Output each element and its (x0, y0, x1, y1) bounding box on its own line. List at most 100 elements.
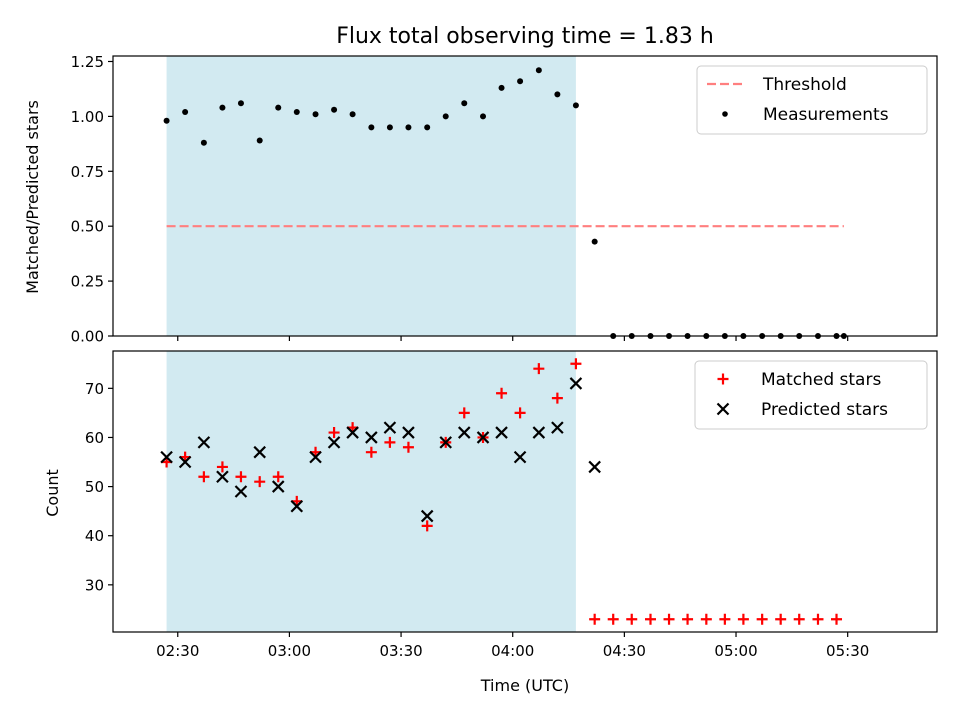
top-panel: 0.00 0.25 0.50 0.75 1.00 1.25 Threshold Measure… (71, 53, 938, 346)
measurement-point (480, 113, 487, 120)
measurement-point (498, 84, 505, 91)
predicted-star-point (495, 426, 508, 439)
matched-star-point (533, 363, 545, 375)
predicted-star-point (383, 421, 397, 434)
bottom-y-tick-label: 70 (85, 380, 104, 398)
matched-star-point (198, 471, 210, 483)
legend-label: Predicted stars (761, 400, 888, 420)
measurement-point (200, 139, 207, 146)
x-tick-label: 04:00 (491, 642, 534, 660)
matched-star-point (663, 613, 675, 625)
series-predicted-stars (160, 377, 601, 523)
top-y-tick-label: 0.25 (71, 273, 104, 291)
bottom-legend: Matched stars Predicted stars (694, 360, 928, 430)
measurement-point (163, 117, 170, 124)
bottom-axes-frame (112, 350, 938, 633)
top-y-tick-label: 0.00 (71, 328, 104, 346)
measurement-point (442, 113, 449, 120)
matched-star-point (551, 392, 563, 404)
bottom-y-tick-label: 50 (85, 478, 104, 496)
matched-star-point (365, 446, 377, 458)
measurement-point (572, 102, 579, 109)
matched-star-point (793, 613, 805, 625)
x-tick-label: 04:30 (603, 642, 646, 660)
plot-layer: 0.00 0.25 0.50 0.75 1.00 1.25 Threshold Measure… (71, 53, 938, 660)
x-tick-label: 02:30 (156, 642, 199, 660)
series-measurements (163, 67, 847, 339)
measurement-point (424, 124, 431, 131)
matched-star-point (719, 613, 731, 625)
series-matched-stars (161, 358, 843, 625)
top-y-tick-label: 1.00 (71, 108, 104, 126)
matched-star-point (216, 461, 228, 473)
x-tick-label: 05:00 (714, 642, 757, 660)
top-y-axis-label: Matched/Predicted stars (23, 100, 42, 294)
measurement-point (219, 104, 226, 111)
predicted-star-point (234, 485, 248, 498)
matched-star-point (775, 613, 787, 625)
predicted-star-point (290, 499, 304, 513)
matched-star-point (402, 441, 414, 453)
measurement-point (293, 109, 300, 115)
predicted-star-point (178, 455, 192, 469)
predicted-star-point (216, 470, 229, 484)
measurement-point (461, 100, 468, 107)
matched-star-point (272, 471, 284, 483)
matched-star-point (831, 613, 843, 625)
x-tick-label: 03:00 (268, 642, 311, 660)
legend-matched-swatch (717, 373, 729, 385)
bottom-shaded-region (166, 351, 576, 632)
measurement-point (237, 100, 244, 107)
measurement-point (554, 91, 561, 98)
predicted-star-point (327, 436, 341, 449)
predicted-star-point (346, 426, 359, 439)
matched-star-point (254, 476, 266, 488)
legend-predicted-swatch (716, 402, 730, 416)
predicted-star-point (588, 460, 601, 474)
measurement-point (256, 137, 263, 144)
matched-star-point (812, 613, 824, 625)
measurement-point (349, 111, 356, 118)
measurement-point (535, 67, 542, 74)
top-legend: Threshold Measurements (696, 65, 928, 135)
measurement-point (368, 124, 375, 131)
predicted-star-point (551, 421, 564, 434)
x-tick-label: 03:30 (379, 642, 422, 660)
predicted-star-point (253, 445, 266, 459)
bottom-legend-box (694, 360, 928, 430)
measurement-point (312, 111, 319, 118)
matched-star-point (589, 613, 601, 625)
x-tick-label: 05:30 (826, 642, 869, 660)
top-y-tick-label: 1.25 (71, 53, 104, 71)
bottom-y-tick-label: 30 (85, 576, 104, 594)
top-shaded-region (166, 56, 576, 336)
matched-star-point (514, 407, 526, 419)
legend-measurement-swatch (722, 111, 728, 117)
predicted-star-point (420, 509, 434, 523)
matched-star-point (626, 613, 638, 625)
matched-star-point (607, 613, 619, 625)
predicted-star-point (160, 450, 173, 464)
legend-label: Matched stars (761, 370, 881, 390)
matched-star-point (682, 613, 694, 625)
bottom-y-axis-label: Count (43, 469, 62, 517)
predicted-star-point (402, 426, 415, 439)
predicted-star-point (513, 450, 527, 464)
top-y-tick-label: 0.75 (71, 163, 104, 181)
measurement-point (405, 124, 412, 131)
matched-star-point (458, 407, 470, 419)
bottom-panel: 30 40 50 60 70 02:30 03:00 03:30 04:00 04:30 05:00… (85, 350, 938, 660)
top-legend-box (696, 65, 928, 135)
measurement-point (182, 109, 189, 115)
measurement-point (275, 104, 282, 111)
matched-star-point (570, 358, 582, 370)
measurement-point (591, 238, 598, 245)
predicted-star-point (532, 426, 546, 439)
legend-label: Threshold (762, 75, 847, 95)
matched-star-point (328, 427, 340, 439)
predicted-star-point (271, 480, 285, 493)
top-axes-frame (112, 55, 938, 337)
predicted-star-point (569, 377, 583, 390)
measurement-point (386, 124, 393, 131)
